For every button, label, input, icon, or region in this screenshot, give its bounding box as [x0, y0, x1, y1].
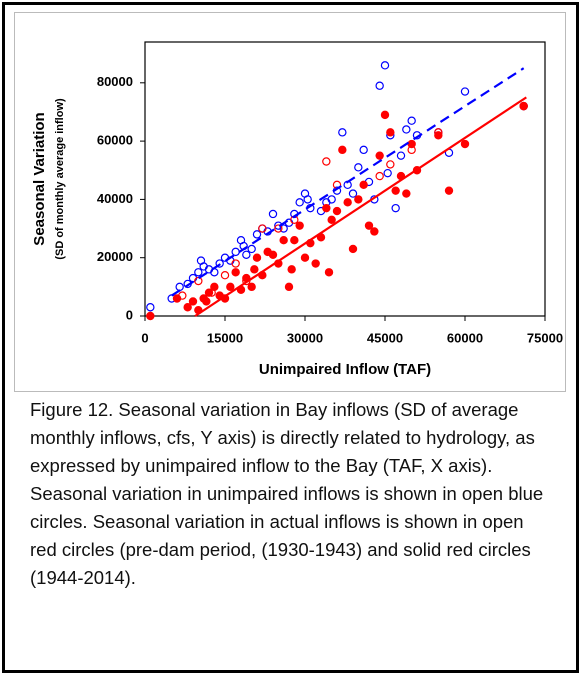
y-tick-label: 60000	[97, 133, 133, 148]
y-axis-subtitle: (SD of monthly average inflow)	[54, 98, 66, 260]
data-point	[519, 101, 528, 111]
data-point	[444, 186, 454, 195]
data-point	[258, 224, 267, 233]
y-tick-label: 20000	[97, 249, 133, 264]
data-point	[274, 224, 283, 233]
data-point	[175, 282, 184, 292]
data-point	[226, 282, 235, 292]
data-point	[375, 171, 384, 181]
data-point	[370, 227, 379, 236]
y-tick-label: 0	[126, 307, 133, 322]
data-point	[300, 253, 310, 262]
data-point	[210, 282, 219, 292]
x-tick-label: 60000	[447, 330, 483, 345]
data-point	[380, 61, 390, 70]
data-point	[324, 268, 334, 277]
data-point	[247, 244, 256, 254]
data-point	[396, 151, 406, 160]
x-tick-label: 15000	[207, 330, 243, 345]
data-point	[194, 268, 203, 277]
data-point	[146, 311, 155, 321]
data-point	[279, 224, 288, 233]
x-tick-label: 45000	[367, 330, 403, 345]
y-tick-label: 80000	[97, 74, 133, 89]
data-point	[231, 247, 240, 257]
data-point	[391, 203, 400, 213]
data-point	[375, 151, 384, 160]
data-point	[327, 195, 336, 204]
data-point	[202, 297, 211, 306]
data-point	[327, 215, 336, 225]
data-point	[220, 270, 230, 280]
data-point	[348, 189, 358, 198]
data-point	[332, 206, 342, 216]
x-axis-title: Unimpaired Inflow (TAF)	[259, 361, 431, 378]
y-axis-title: Seasonal Variation	[31, 112, 48, 245]
x-tick-label: 75000	[527, 330, 563, 345]
data-point	[268, 250, 278, 259]
data-point	[252, 253, 262, 262]
data-point	[354, 195, 363, 204]
data-point	[359, 145, 368, 155]
data-point	[295, 198, 304, 207]
data-point	[375, 81, 384, 90]
data-point	[380, 110, 390, 120]
data-point	[434, 131, 443, 140]
data-point	[231, 259, 240, 268]
data-point	[348, 244, 358, 254]
x-tick-label: 30000	[287, 330, 323, 345]
data-point	[204, 288, 214, 297]
y-tick-label: 40000	[97, 191, 133, 206]
data-point	[172, 294, 182, 303]
data-point	[279, 236, 288, 245]
data-point	[338, 145, 347, 155]
data-point	[407, 116, 416, 125]
chart: Unimpaired Inflow (TAF) Seasonal Variati…	[31, 41, 563, 378]
data-point	[303, 195, 312, 204]
data-point	[386, 160, 395, 169]
data-point	[343, 198, 352, 207]
data-point	[407, 139, 416, 149]
data-point	[242, 250, 251, 259]
data-point	[322, 157, 331, 166]
data-point	[247, 282, 256, 292]
data-point	[386, 128, 395, 137]
data-point	[460, 87, 470, 96]
data-point	[402, 125, 411, 134]
data-point	[322, 203, 331, 213]
caption: Figure 12. Seasonal variation in Bay inf…	[30, 399, 544, 588]
data-point	[383, 168, 392, 178]
chart-frame	[14, 12, 566, 392]
data-point	[338, 128, 347, 137]
data-point	[311, 259, 320, 268]
x-tick-label: 0	[141, 330, 148, 345]
data-point	[295, 221, 304, 230]
trend-line	[171, 67, 525, 297]
data-point	[402, 189, 411, 198]
data-point	[284, 282, 294, 292]
data-point	[215, 259, 224, 268]
trend-line	[194, 96, 527, 317]
data-point	[231, 268, 240, 277]
data-point	[359, 180, 368, 190]
data-point	[290, 236, 299, 245]
data-point	[183, 303, 192, 312]
data-point	[188, 297, 198, 306]
plot-area	[144, 41, 546, 317]
data-point	[146, 303, 155, 312]
data-point	[354, 163, 363, 172]
data-point	[391, 186, 400, 195]
data-point	[268, 209, 278, 219]
data-point	[250, 265, 259, 274]
data-point	[287, 265, 296, 274]
data-point	[364, 221, 374, 230]
data-point	[460, 139, 470, 149]
data-point	[252, 230, 262, 239]
